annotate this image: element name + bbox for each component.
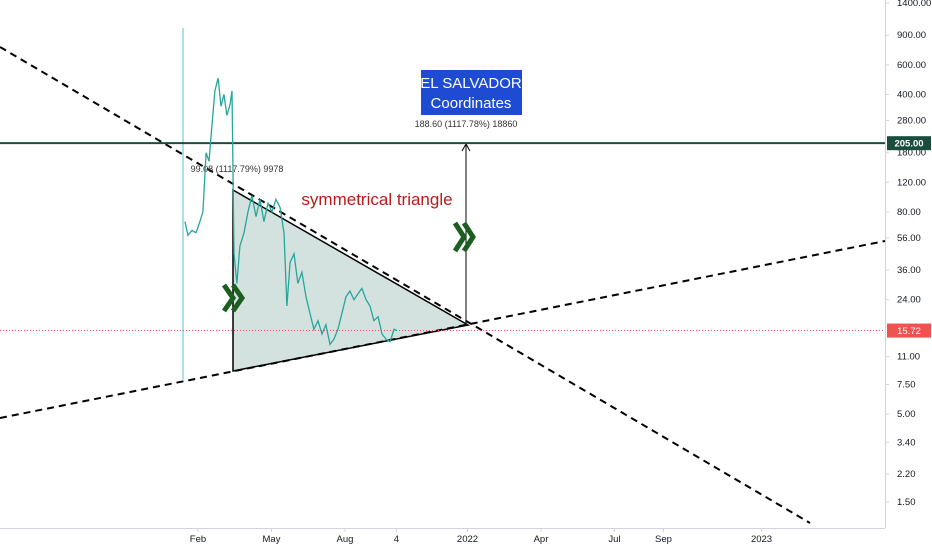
measure-label: 188.60 (1117.78%) 18860 bbox=[415, 119, 518, 129]
y-tick-label: 400.00 bbox=[897, 89, 926, 100]
label-box bbox=[421, 70, 522, 115]
y-tick-label: 56.00 bbox=[897, 233, 921, 244]
price-line bbox=[184, 77, 398, 346]
y-tick-label: 280.00 bbox=[897, 115, 926, 126]
x-tick-label: 2023 bbox=[751, 534, 772, 545]
chevron bbox=[452, 221, 476, 253]
x-tick-label: May bbox=[263, 534, 281, 545]
y-tick-label: 11.00 bbox=[897, 352, 920, 363]
x-tick-label: Apr bbox=[534, 534, 549, 545]
x-tick-label: Aug bbox=[337, 534, 354, 545]
pattern-label: symmetrical triangle bbox=[301, 190, 452, 209]
chevron bbox=[221, 283, 246, 313]
y-tick-label: 24.00 bbox=[897, 295, 921, 306]
upper-trendline bbox=[0, 46, 811, 524]
y-tick-label: 7.50 bbox=[897, 380, 916, 391]
box-text: EL SALVADOR bbox=[420, 75, 522, 92]
y-tick-label: 900.00 bbox=[897, 30, 926, 41]
y-tick-label: 1.50 bbox=[897, 497, 916, 508]
x-tick-label: 4 bbox=[394, 534, 399, 545]
y-tick-label: 120.00 bbox=[897, 177, 926, 188]
x-tick-label: Jul bbox=[608, 534, 620, 545]
lower-trendline bbox=[0, 240, 886, 419]
box-text: Coordinates bbox=[431, 95, 512, 112]
y-tick-label: 2.20 bbox=[897, 469, 916, 480]
y-tick-label: 600.00 bbox=[897, 60, 926, 71]
price-label: 15.72 bbox=[897, 326, 921, 337]
y-tick-label: 180.00 bbox=[897, 148, 926, 159]
price-tag bbox=[887, 323, 931, 338]
y-tick-label: 36.00 bbox=[897, 265, 921, 276]
level-label: 205.00 bbox=[894, 139, 923, 150]
measure-label: 99.08 (1117.79%) 9978 bbox=[191, 164, 284, 174]
x-tick-label: Feb bbox=[190, 534, 206, 545]
triangle bbox=[232, 188, 471, 372]
y-tick-label: 80.00 bbox=[897, 207, 921, 218]
y-tick-label: 5.00 bbox=[897, 409, 916, 420]
y-tick-label: 3.40 bbox=[897, 437, 916, 448]
y-tick-label: 1400.00 bbox=[897, 0, 931, 9]
x-tick-label: Sep bbox=[655, 534, 672, 545]
x-tick-label: 2022 bbox=[457, 534, 478, 545]
level-tag bbox=[887, 136, 931, 151]
